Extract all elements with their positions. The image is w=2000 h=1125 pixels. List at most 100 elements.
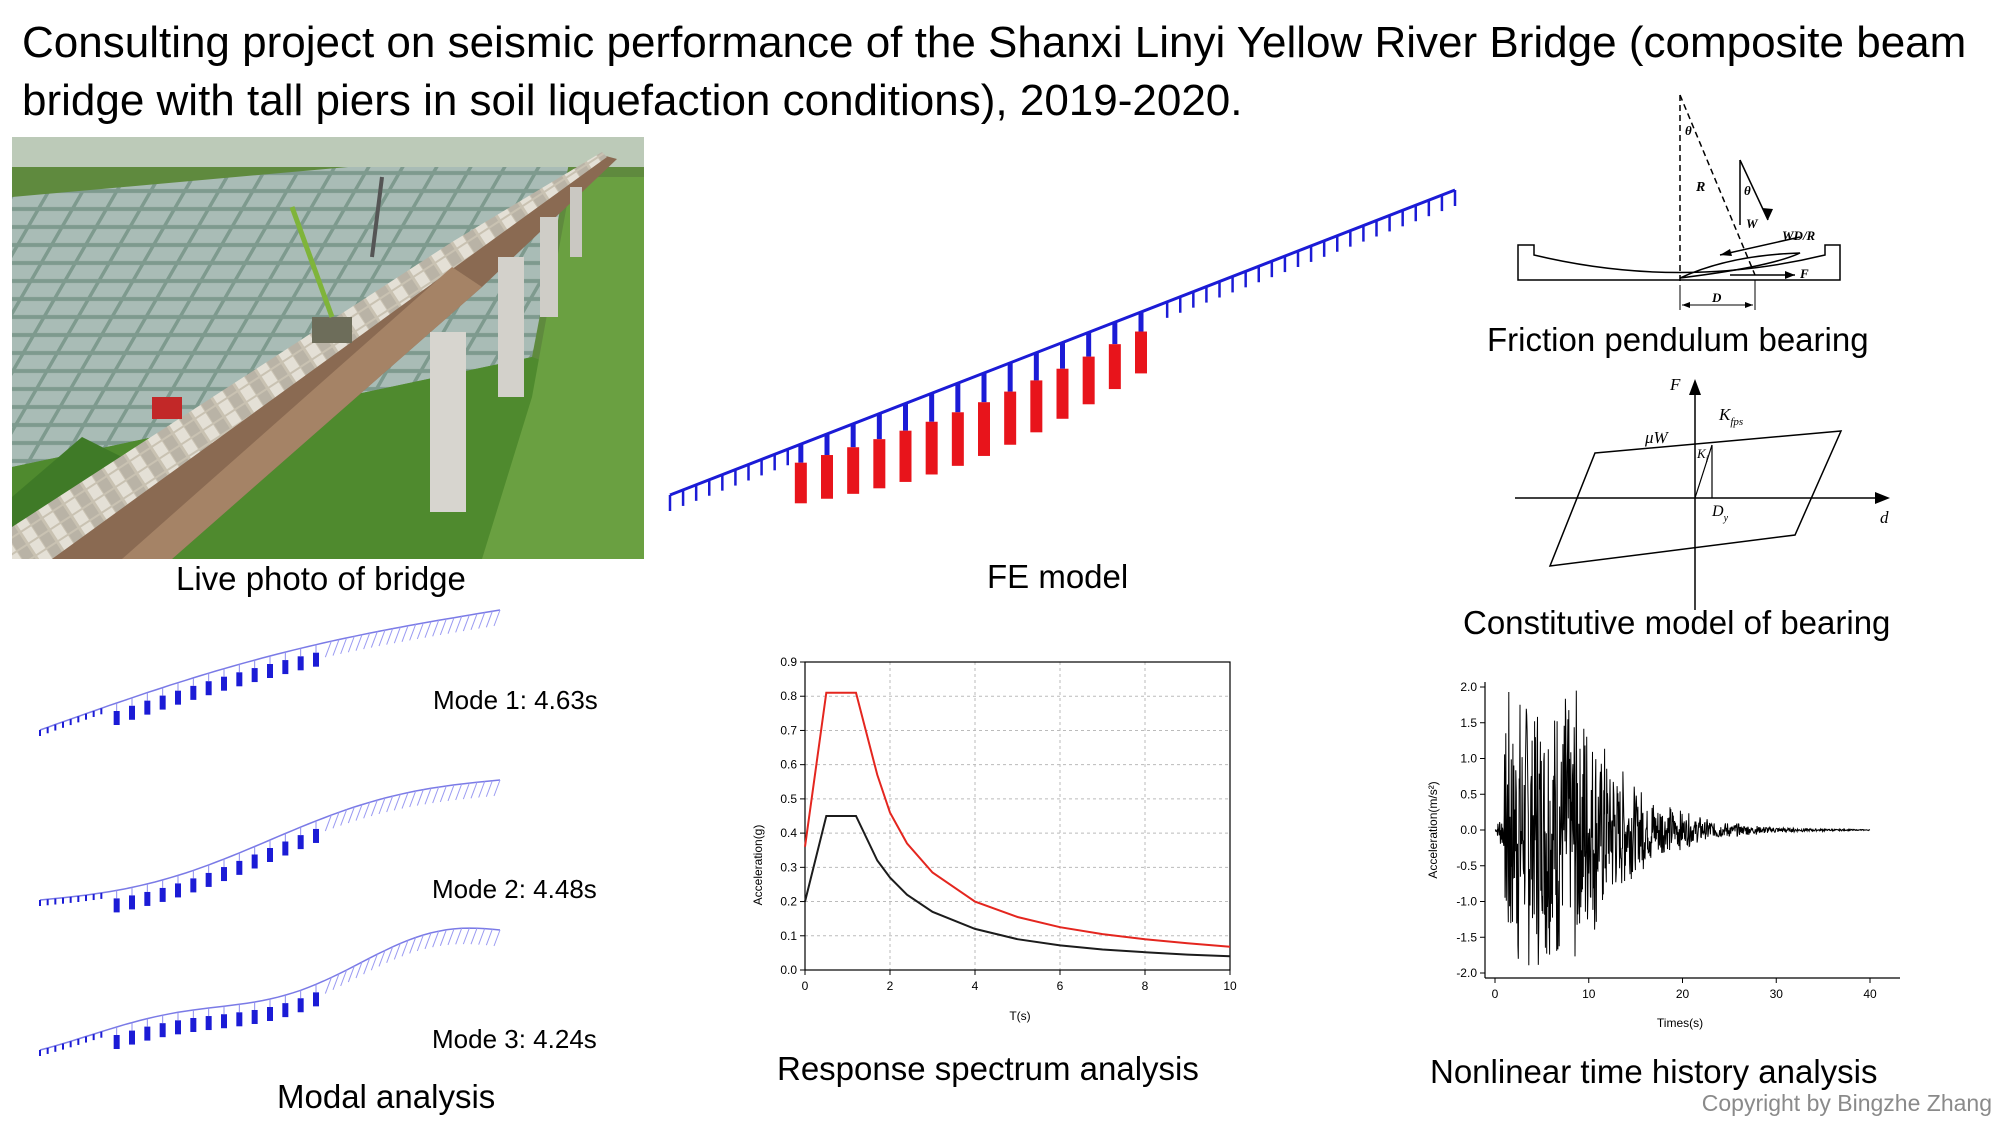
history-ytick-label: -1.5 (1456, 930, 1477, 944)
f-label: F (1799, 266, 1809, 281)
mode-pier (363, 957, 371, 975)
mode-pier (478, 928, 486, 945)
bridge-photo (12, 137, 644, 559)
spectrum-xlabel: T(s) (1009, 1009, 1030, 1023)
fe-pile-group (951, 412, 964, 466)
mode-pier (355, 804, 363, 821)
mode-pier (485, 780, 493, 797)
mode-pier (159, 1023, 166, 1038)
history-ytick-label: 1.0 (1460, 752, 1477, 766)
mode-pier (267, 664, 273, 678)
mode-pier (493, 779, 501, 797)
d-label: D (1711, 290, 1722, 305)
mode-pier (324, 641, 332, 658)
spectrum-ytick-label: 0.8 (780, 689, 797, 703)
mode-pier (401, 940, 409, 957)
mode-3-girder (39, 927, 501, 1051)
history-ylabel: Acceleration(m/s²) (1426, 781, 1440, 878)
mode-pier (332, 639, 340, 656)
spectrum-xtick-label: 10 (1223, 979, 1237, 993)
fe-pile-group (1056, 368, 1069, 419)
muw-label: μW (1644, 428, 1670, 447)
mode-pier (236, 860, 243, 875)
mode-pier (409, 937, 417, 954)
spectrum-ytick-label: 0.9 (780, 655, 797, 669)
mode-pier (432, 620, 440, 637)
fe-pile-group (899, 430, 912, 482)
spectrum-ytick-label: 0.5 (780, 792, 797, 806)
mode-pier (129, 705, 135, 720)
history-xtick-label: 20 (1676, 987, 1690, 1001)
mode-pier (159, 887, 166, 902)
mode-pier (205, 872, 212, 887)
history-xtick-label: 10 (1582, 987, 1596, 1001)
constitutive-caption: Constitutive model of bearing (1463, 604, 1891, 641)
mode-pier (439, 929, 447, 947)
mode-pier (332, 973, 340, 991)
f-axis-label: F (1669, 375, 1681, 394)
mode-pier (190, 685, 197, 700)
history-ytick-label: -1.0 (1456, 895, 1477, 909)
wdr-label: WD/R (1782, 228, 1816, 243)
mode-pier (251, 1009, 258, 1024)
history-ytick-label: 0.5 (1460, 787, 1477, 801)
r-label: R (1695, 180, 1705, 195)
mode-pier (297, 656, 304, 671)
mode-pier (409, 790, 417, 808)
spectrum-ytick-label: 0.2 (780, 895, 797, 909)
modal-caption: Modal analysis (277, 1078, 496, 1115)
mode-pier (205, 1016, 212, 1031)
mode-pier (378, 950, 386, 967)
mode-pier (332, 812, 340, 829)
history-caption: Nonlinear time history analysis (1430, 1053, 1878, 1090)
mode-pier (370, 799, 378, 817)
spectrum-ylabel: Acceleration(g) (751, 825, 765, 906)
mode-pier (493, 609, 501, 627)
mode-pier (221, 867, 227, 882)
mode-pier (113, 711, 120, 725)
dy-label: Dy (1711, 503, 1729, 524)
mode-pier (175, 690, 181, 705)
spectrum-ytick-label: 0.7 (780, 723, 797, 737)
mode-pier (485, 929, 493, 946)
mode-pier (129, 1030, 135, 1045)
history-xtick-label: 40 (1863, 987, 1877, 1001)
mode-pier (347, 636, 355, 653)
mode-pier (455, 928, 463, 945)
modal-shapes (39, 609, 501, 1056)
mode-pier (409, 624, 417, 641)
mode-pier (190, 878, 197, 893)
history-xtick-label: 0 (1492, 987, 1499, 1001)
fe-pile-group (1135, 331, 1147, 374)
d-axis-label: d (1880, 508, 1889, 527)
mode-pier (267, 1007, 273, 1021)
mode-pier (282, 841, 289, 856)
spectrum-frame (804, 661, 1231, 971)
mode-pier (447, 784, 455, 802)
mode-pier (324, 977, 332, 994)
mode-pier (439, 785, 447, 803)
mode-pier (424, 788, 432, 805)
mode-pier (144, 891, 151, 906)
fe-model (668, 188, 1457, 511)
mode-pier (462, 927, 470, 945)
mode-pier (447, 617, 455, 634)
spectrum-ytick-label: 0.0 (780, 963, 797, 977)
mode-pier (432, 786, 440, 804)
mode-pier (129, 895, 135, 910)
history-ytick-label: -2.0 (1456, 966, 1477, 980)
mode-pier (416, 934, 424, 952)
constitutive-model-diagram: F Kfps μW Ki Dy d (1515, 375, 1890, 610)
spectrum-series-1 (804, 691, 1231, 948)
mode-pier (340, 809, 348, 826)
mode-pier (175, 1020, 181, 1035)
mode-pier (470, 782, 478, 799)
spectrum-xtick-label: 4 (972, 979, 979, 993)
mode-pier (378, 629, 386, 647)
history-xlabel: Times(s) (1657, 1016, 1703, 1030)
fe-pile-group (1108, 344, 1121, 390)
mode-pier (370, 631, 378, 648)
mode-pier (236, 672, 243, 687)
mode-pier (297, 998, 304, 1013)
mode-pier (462, 782, 470, 800)
